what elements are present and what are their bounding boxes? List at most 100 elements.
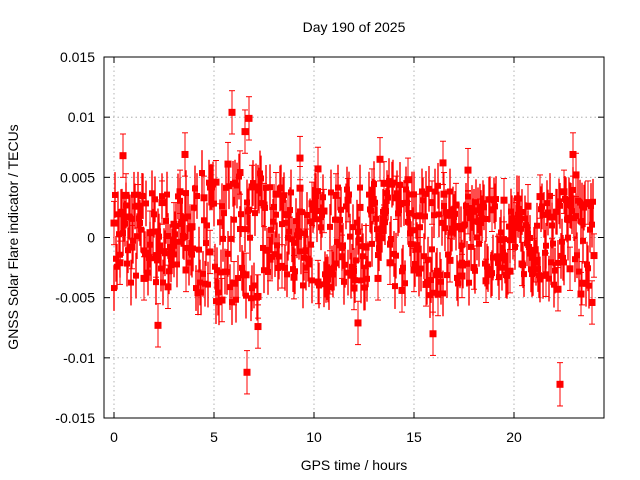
band-point [225,250,231,257]
band-point [237,226,243,233]
band-point [522,215,528,222]
band-point [510,233,516,240]
band-point [206,179,212,186]
band-point [483,215,489,222]
band-point [521,271,527,278]
band-point [451,214,457,221]
data-point [241,128,249,136]
data-point [116,259,124,267]
data-point [326,268,334,276]
band-point [346,191,352,198]
band-point [395,210,401,217]
band-point [416,270,422,277]
y-tick-label: 0 [87,230,95,246]
band-point [508,208,514,215]
band-point [392,283,398,290]
band-point [125,247,131,254]
band-point [175,193,181,200]
band-point [404,199,410,206]
band-point [359,243,365,250]
x-tick-label: 0 [110,429,118,445]
band-point [564,216,570,223]
data-point [434,290,442,298]
data-point [446,256,454,264]
band-point [270,218,276,225]
band-point [128,279,134,286]
band-point [226,183,232,190]
band-point [335,184,341,191]
band-point [247,234,253,241]
band-point [276,253,282,260]
band-point [149,190,155,197]
data-point [218,296,226,304]
band-point [246,206,252,213]
data-point [242,271,250,279]
band-point [386,178,392,185]
data-point [154,321,162,329]
band-point [489,270,495,277]
band-point [420,197,426,204]
band-point [530,269,536,276]
band-point [555,259,561,266]
band-point [544,200,550,207]
band-point [381,215,387,222]
band-point [348,272,354,279]
band-point [218,269,224,276]
band-point [550,240,556,247]
band-point [160,279,166,286]
data-point [354,319,362,327]
band-point [438,278,444,285]
band-point [444,272,450,279]
data-point [224,160,232,168]
data-point [577,290,585,298]
y-axis-label: GNSS Solar Flare indicator / TECUs [5,124,21,349]
band-point [252,210,258,217]
data-point [296,184,304,192]
data-point [272,190,280,198]
band-point [415,246,421,253]
band-point [271,203,277,210]
band-point [186,259,192,266]
data-point [314,278,322,286]
band-point [572,256,578,263]
band-point [231,216,237,223]
band-point [291,239,297,246]
band-point [140,193,146,200]
band-point [527,234,533,241]
data-point [308,200,316,208]
band-point [445,251,451,258]
band-point [133,272,139,279]
band-point [584,261,590,268]
band-point [129,215,135,222]
band-point [526,244,532,251]
band-point [385,194,391,201]
band-point [467,215,473,222]
band-point [305,255,311,262]
band-point [535,266,541,273]
data-point [236,169,244,177]
band-point [379,226,385,233]
band-point [250,180,256,187]
band-point [512,243,518,250]
band-point [566,197,572,204]
band-point [407,230,413,237]
data-point [536,193,544,201]
band-point [334,238,340,245]
data-point [512,220,520,228]
band-point [289,236,295,243]
band-point [285,234,291,241]
band-point [318,224,324,231]
data-point [228,108,236,116]
band-point [238,211,244,218]
y-tick-label: 0.005 [60,169,95,185]
data-point [518,260,526,268]
band-point [325,276,331,283]
band-point [347,233,353,240]
band-point [413,212,419,219]
band-point [114,263,120,270]
band-point [371,181,377,188]
data-point [470,264,478,272]
band-point [327,223,333,230]
band-point [183,190,189,197]
data-point [314,165,322,173]
